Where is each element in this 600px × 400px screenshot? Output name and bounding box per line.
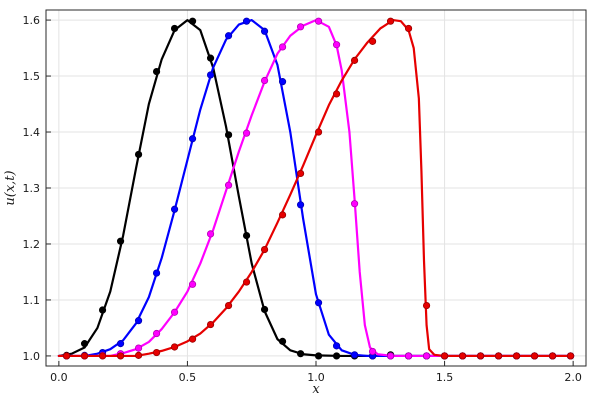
series-marker-red <box>224 301 233 310</box>
series-marker-red <box>242 278 251 286</box>
y-tick-label: 1.1 <box>23 294 41 307</box>
series-marker-magenta <box>134 344 143 352</box>
series-marker-red <box>350 56 359 64</box>
series-marker-magenta <box>404 352 413 360</box>
series-marker-black <box>170 24 179 33</box>
series-marker-blue <box>242 17 251 25</box>
series-marker-red <box>530 352 539 360</box>
series-marker-black <box>188 17 197 25</box>
series-marker-magenta <box>152 329 161 338</box>
series-marker-magenta <box>386 352 395 360</box>
series-marker-blue <box>170 205 179 213</box>
series-marker-blue <box>206 71 215 79</box>
series-marker-black <box>134 150 143 159</box>
series-marker-black <box>98 306 107 314</box>
series-marker-magenta <box>278 43 287 51</box>
series-marker-magenta <box>242 129 251 137</box>
series-marker-magenta <box>188 280 197 288</box>
series-marker-blue <box>224 32 233 40</box>
x-tick-label: 1.0 <box>307 371 325 384</box>
y-tick-label: 1.6 <box>23 14 41 27</box>
x-tick-label: 0.0 <box>50 371 68 384</box>
y-tick-label: 1.3 <box>23 182 41 195</box>
y-axis-label: u(x,t) <box>3 170 18 205</box>
series-marker-red <box>458 352 467 360</box>
series-marker-magenta <box>224 181 233 189</box>
series-marker-red <box>170 343 179 351</box>
series-marker-black <box>242 231 251 240</box>
series-marker-blue <box>260 27 269 35</box>
x-tick-label: 2.0 <box>564 371 582 384</box>
series-marker-red <box>260 245 269 254</box>
series-marker-magenta <box>314 17 323 25</box>
series-marker-red <box>386 17 395 25</box>
series-marker-magenta <box>332 41 341 49</box>
y-tick-label: 1.0 <box>23 350 41 363</box>
series-marker-red <box>296 169 305 178</box>
series-marker-black <box>152 67 161 76</box>
series-marker-red <box>80 352 89 360</box>
series-marker-black <box>224 131 233 139</box>
x-tick-label: 1.5 <box>436 371 454 384</box>
series-marker-blue <box>152 269 161 277</box>
series-marker-red <box>116 352 125 360</box>
y-tick-label: 1.4 <box>23 126 41 139</box>
series-marker-magenta <box>422 352 431 360</box>
series-marker-red <box>188 335 197 343</box>
series-marker-red <box>152 348 161 357</box>
series-marker-red <box>440 352 449 360</box>
series-marker-magenta <box>260 76 269 85</box>
series-marker-blue <box>314 299 323 307</box>
series-marker-magenta <box>206 230 215 238</box>
series-marker-black <box>332 352 341 360</box>
series-marker-black <box>296 350 305 358</box>
series-marker-red <box>332 90 341 98</box>
series-marker-red <box>566 352 575 360</box>
series-marker-red <box>494 352 503 360</box>
series-marker-red <box>422 301 431 310</box>
series-marker-red <box>278 211 287 219</box>
series-marker-red <box>206 320 215 329</box>
series-marker-magenta <box>350 200 359 208</box>
series-marker-blue <box>332 342 341 350</box>
y-tick-label: 1.5 <box>23 70 41 83</box>
series-marker-magenta <box>170 308 179 316</box>
series-marker-red <box>134 351 143 359</box>
series-marker-red <box>98 352 107 360</box>
y-tick-label: 1.2 <box>23 238 41 251</box>
series-marker-magenta <box>296 23 305 31</box>
x-tick-label: 0.5 <box>179 371 197 384</box>
series-marker-red <box>404 24 413 33</box>
series-marker-red <box>548 352 557 360</box>
series-marker-black <box>206 54 215 62</box>
series-marker-red <box>62 352 71 360</box>
series-marker-magenta <box>368 347 377 356</box>
series-marker-black <box>278 337 287 345</box>
series-marker-black <box>260 305 269 314</box>
series-marker-red <box>476 352 485 360</box>
series-marker-red <box>314 128 323 136</box>
series-marker-red <box>368 37 377 45</box>
series-marker-black <box>314 352 323 360</box>
series-marker-blue <box>296 201 305 209</box>
series-marker-blue <box>350 351 359 359</box>
series-marker-blue <box>134 317 143 325</box>
series-marker-black <box>116 237 125 245</box>
series-marker-black <box>80 340 89 348</box>
series-marker-blue <box>278 78 287 86</box>
series-marker-blue <box>188 135 197 143</box>
x-axis-label: x <box>312 382 320 397</box>
series-marker-red <box>512 352 521 360</box>
series-marker-blue <box>116 340 125 348</box>
